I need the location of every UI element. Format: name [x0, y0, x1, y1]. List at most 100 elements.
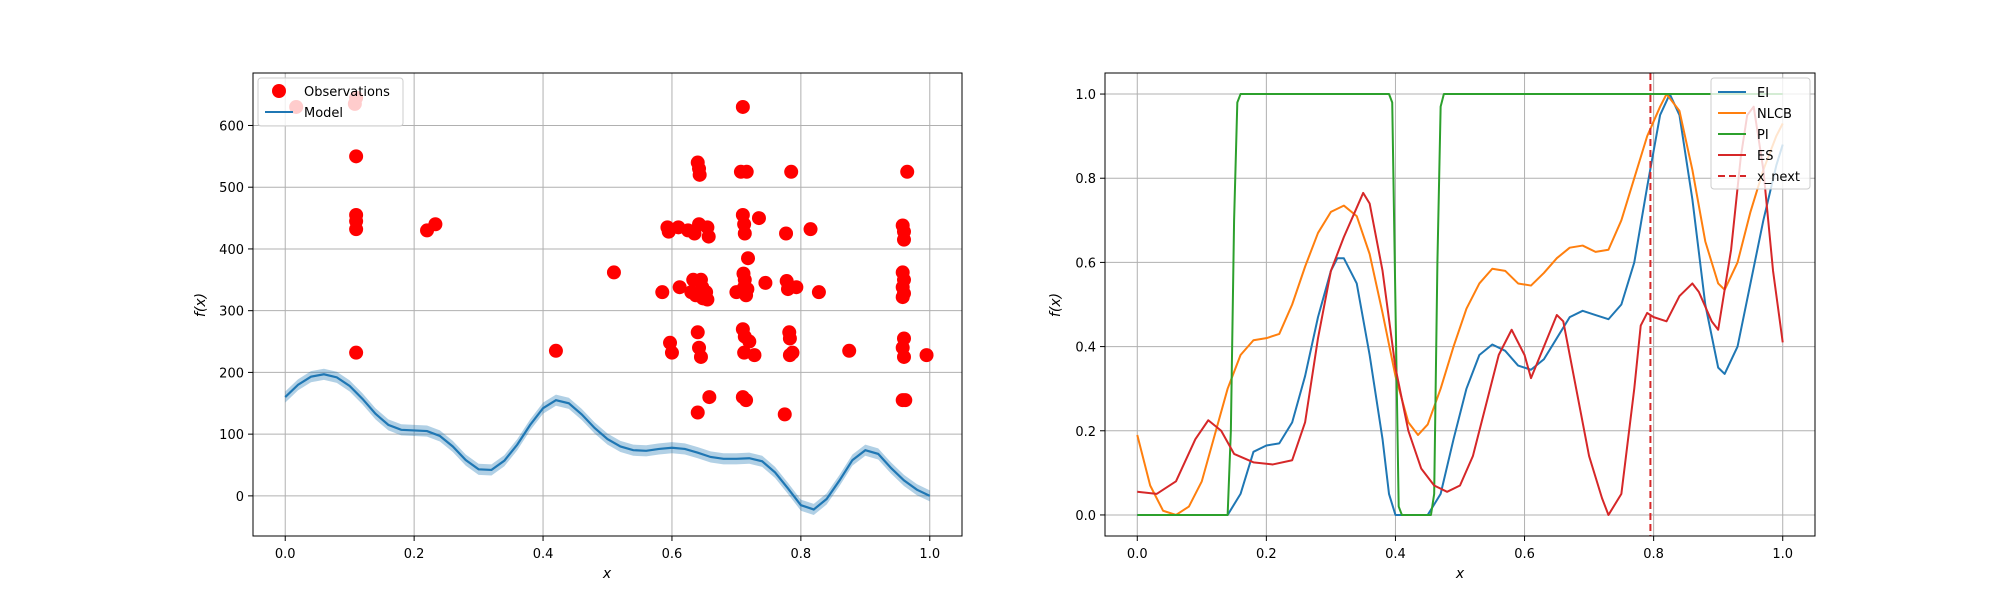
observation-point-82	[895, 290, 910, 305]
observation-point-45	[737, 226, 752, 241]
observation-point-87	[898, 393, 913, 408]
left-x-tick-label-1: 0.2	[404, 547, 425, 562]
legend-x-next-label: x_next	[1757, 170, 1800, 185]
observation-point-56	[741, 251, 756, 266]
legend-ei-label: EI	[1757, 86, 1769, 101]
left-y-ticks: 0 100 200 300 400 500 600	[219, 119, 253, 505]
left-legend-box	[257, 77, 404, 127]
observation-point-12	[655, 285, 670, 300]
observation-point-60	[751, 211, 766, 226]
observation-point-31	[690, 325, 705, 340]
right-chart-panel: 0.0 0.2 0.4 0.6 0.8 1.0 0.00.20.40.60.81.0 x …	[1048, 72, 1816, 582]
observation-point-42	[735, 99, 750, 114]
legend-pi-label: PI	[1757, 128, 1769, 143]
left-y-axis-label: f(x)	[193, 293, 209, 317]
observation-point-67	[782, 331, 797, 346]
right-y-tick-label-5: 1.0	[1075, 88, 1096, 103]
observation-point-34	[690, 405, 705, 420]
observation-point-6	[349, 222, 364, 237]
observation-point-85	[896, 349, 911, 364]
left-x-tick-label-3: 0.6	[662, 547, 683, 562]
left-y-tick-label-3: 300	[219, 305, 244, 320]
series-line-ei	[1137, 93, 1784, 516]
observation-point-88	[900, 164, 915, 179]
legend-model-label: Model	[304, 106, 343, 121]
observation-point-7	[349, 345, 364, 360]
left-grid	[253, 73, 962, 536]
right-x-tick-label-3: 0.6	[1514, 547, 1535, 562]
observation-point-74	[842, 343, 857, 358]
observation-point-36	[701, 229, 716, 244]
observation-point-57	[740, 282, 755, 297]
right-x-ticks: 0.0 0.2 0.4 0.6 0.8 1.0	[1127, 536, 1793, 562]
observation-point-72	[803, 222, 818, 237]
observation-point-58	[742, 334, 757, 349]
right-axes-frame	[1104, 72, 1816, 537]
observation-point-3	[349, 149, 364, 164]
left-x-axis-label: x	[602, 566, 612, 582]
right-y-tick-label-2: 0.4	[1075, 341, 1096, 356]
observation-point-55	[739, 164, 754, 179]
left-y-tick-label-0: 0	[236, 490, 244, 505]
model-confidence-band	[285, 368, 930, 516]
right-x-tick-label-1: 0.2	[1256, 547, 1277, 562]
left-y-tick-label-4: 400	[219, 243, 244, 258]
observation-point-61	[758, 275, 773, 290]
right-x-tick-label-2: 0.4	[1385, 547, 1406, 562]
legend-es-label: ES	[1757, 149, 1773, 164]
observation-point-69	[784, 164, 799, 179]
left-legend: Observations Model	[257, 77, 404, 127]
legend-observations-marker	[272, 84, 286, 98]
right-y-tick-label-4: 0.8	[1075, 172, 1096, 187]
observation-point-59	[747, 348, 762, 363]
observation-point-9	[428, 217, 443, 232]
right-x-axis-label: x	[1455, 566, 1465, 582]
observation-point-26	[692, 167, 707, 182]
right-x-tick-label-0: 0.0	[1127, 547, 1148, 562]
left-x-tick-label-5: 1.0	[919, 547, 940, 562]
observation-point-38	[700, 292, 715, 307]
right-x-tick-label-4: 0.8	[1643, 547, 1664, 562]
left-x-tick-label-0: 0.0	[275, 547, 296, 562]
left-axes-frame	[252, 72, 963, 537]
observation-point-71	[789, 280, 804, 295]
series-line-pi	[1137, 93, 1783, 516]
right-legend-box	[1710, 77, 1811, 190]
left-y-tick-label-5: 500	[219, 181, 244, 196]
right-y-tick-label-0: 0.0	[1075, 509, 1096, 524]
model-line	[284, 373, 931, 511]
observation-point-63	[779, 226, 794, 241]
left-x-ticks: 0.0 0.2 0.4 0.6 0.8 1.0	[275, 536, 940, 562]
acquisition-lines	[1136, 93, 1784, 516]
left-y-tick-label-1: 100	[219, 428, 244, 443]
left-x-tick-label-2: 0.4	[533, 547, 554, 562]
observation-points	[289, 90, 934, 422]
right-y-tick-label-1: 0.2	[1075, 425, 1096, 440]
right-y-axis-label: f(x)	[1048, 293, 1064, 317]
left-y-tick-label-6: 600	[219, 119, 244, 134]
observation-point-16	[664, 345, 679, 360]
right-legend: EI NLCB PI ES x_next	[1710, 77, 1811, 190]
observation-point-54	[739, 393, 754, 408]
observation-point-89	[919, 348, 934, 363]
observation-point-62	[777, 407, 792, 422]
observation-point-33	[693, 349, 708, 364]
right-y-ticks: 0.0 0.2 0.4 0.6 0.8 1.0	[1075, 88, 1105, 524]
observation-point-70	[785, 345, 800, 360]
observation-point-10	[548, 343, 563, 358]
series-line-nlcb	[1136, 93, 1784, 516]
left-y-tick-label-2: 200	[219, 366, 244, 381]
right-y-tick-label-3: 0.6	[1075, 256, 1096, 271]
model-band-area	[285, 368, 930, 516]
observation-point-73	[811, 285, 826, 300]
observation-point-39	[702, 390, 717, 405]
left-x-tick-label-4: 0.8	[791, 547, 812, 562]
observation-point-18	[672, 280, 687, 295]
observation-point-77	[896, 232, 911, 247]
series-line-es	[1137, 105, 1784, 516]
legend-observations-label: Observations	[304, 85, 390, 100]
right-x-tick-label-5: 1.0	[1772, 547, 1793, 562]
observation-point-11	[606, 265, 621, 280]
model-series-line	[284, 373, 931, 511]
